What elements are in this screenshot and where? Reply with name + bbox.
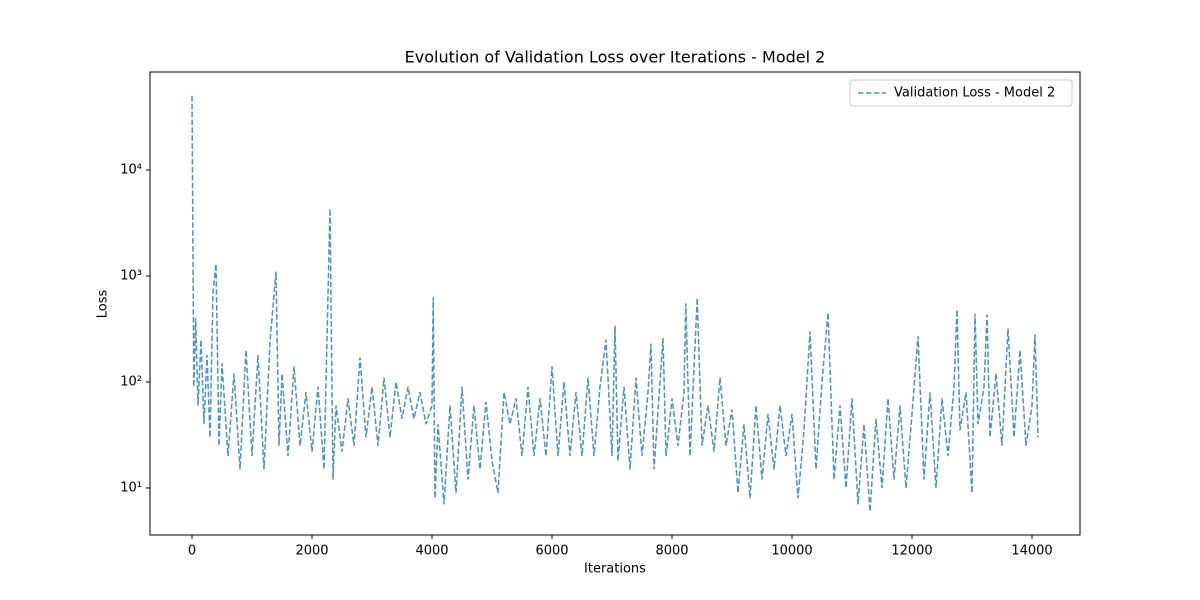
y-tick-label: 10² <box>120 374 142 389</box>
plot-frame <box>149 71 1081 536</box>
x-tick-label: 2000 <box>295 544 328 559</box>
x-tick-label: 0 <box>188 544 196 559</box>
y-tick-label: 10⁴ <box>120 162 142 177</box>
legend-label: Validation Loss - Model 2 <box>894 86 1055 101</box>
x-tick-label: 4000 <box>415 544 448 559</box>
y-tick-label: 10³ <box>120 268 142 283</box>
x-tick-label: 6000 <box>535 544 568 559</box>
y-tick-label: 10¹ <box>120 480 142 495</box>
x-tick-label: 8000 <box>655 544 688 559</box>
y-axis-label: Loss <box>96 290 111 319</box>
legend-box <box>849 79 1073 107</box>
x-tick-label: 10000 <box>771 544 812 559</box>
x-tick-label: 14000 <box>1011 544 1052 559</box>
chart-title: Evolution of Validation Loss over Iterat… <box>405 48 826 67</box>
x-axis-label: Iterations <box>584 562 646 577</box>
data-line <box>191 95 1039 512</box>
x-tick-label: 12000 <box>891 544 932 559</box>
